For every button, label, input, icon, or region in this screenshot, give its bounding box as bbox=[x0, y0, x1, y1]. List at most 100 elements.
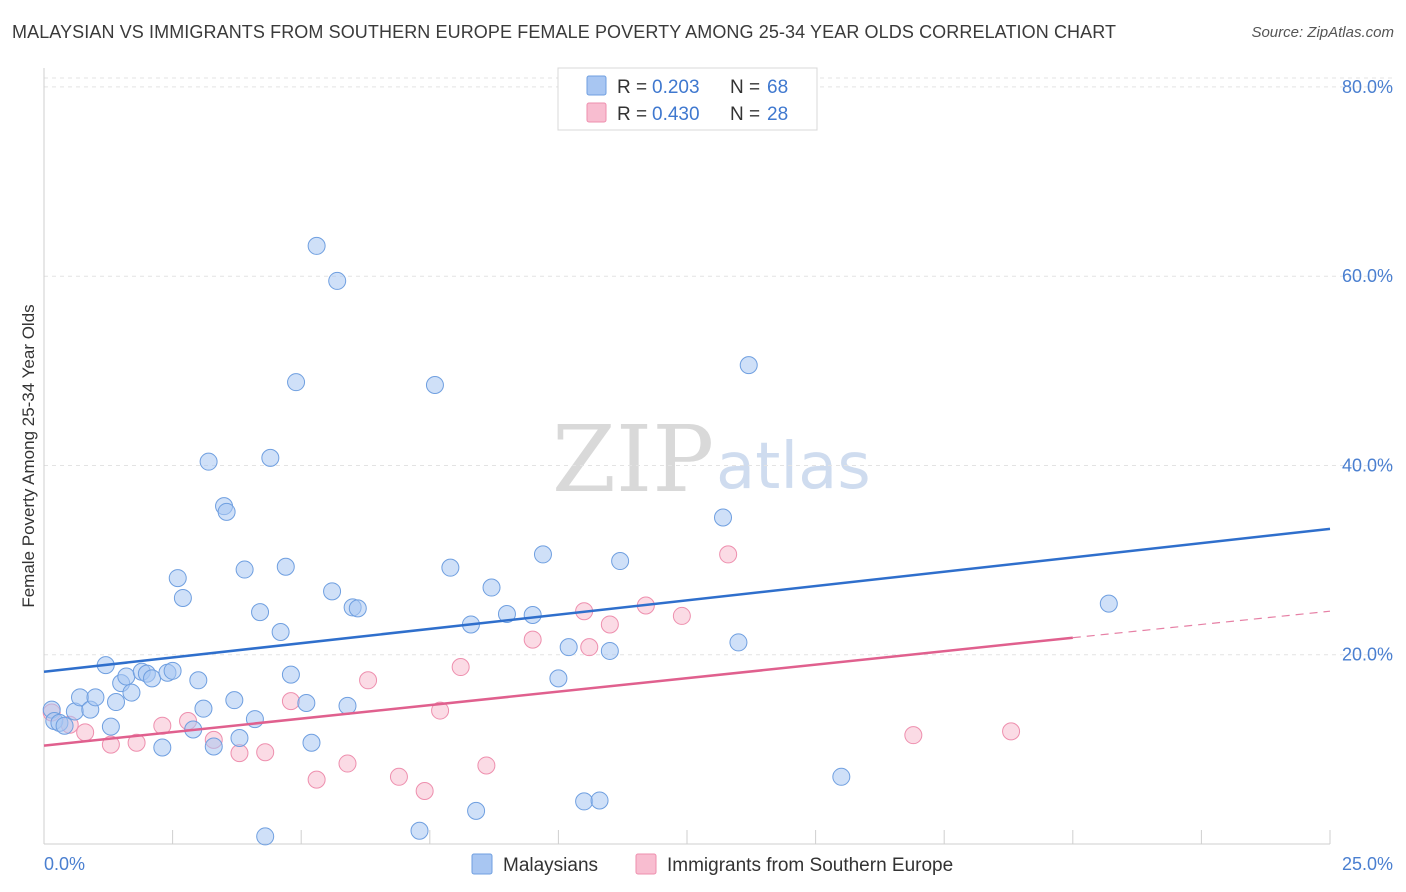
data-point-malaysians[interactable] bbox=[482, 578, 501, 597]
data-point-malaysians[interactable] bbox=[163, 661, 182, 680]
data-point-malaysians[interactable] bbox=[533, 545, 552, 564]
data-point-immigrants[interactable] bbox=[338, 754, 357, 773]
data-point-malaysians[interactable] bbox=[235, 560, 254, 579]
watermark-atlas: atlas bbox=[716, 430, 871, 504]
data-point-malaysians[interactable] bbox=[559, 638, 578, 657]
data-point-malaysians[interactable] bbox=[168, 569, 187, 588]
data-point-immigrants[interactable] bbox=[600, 615, 619, 634]
data-point-malaysians[interactable] bbox=[467, 801, 486, 820]
data-point-immigrants[interactable] bbox=[281, 692, 300, 711]
series-legend: Malaysians Immigrants from Southern Euro… bbox=[471, 853, 953, 876]
data-point-malaysians[interactable] bbox=[523, 605, 542, 624]
data-point-malaysians[interactable] bbox=[281, 665, 300, 684]
bottom-legend-label-immigrants[interactable]: Immigrants from Southern Europe bbox=[667, 855, 953, 876]
legend-n-value-2: 28 bbox=[767, 104, 788, 125]
data-point-malaysians[interactable] bbox=[497, 605, 516, 624]
data-point-malaysians[interactable] bbox=[276, 557, 295, 576]
data-point-malaysians[interactable] bbox=[441, 558, 460, 577]
data-point-malaysians[interactable] bbox=[204, 737, 223, 756]
data-point-malaysians[interactable] bbox=[348, 599, 367, 618]
data-point-immigrants[interactable] bbox=[672, 606, 691, 625]
data-point-malaysians[interactable] bbox=[729, 633, 748, 652]
legend-n-label-1: N = bbox=[730, 77, 760, 98]
data-point-malaysians[interactable] bbox=[328, 271, 347, 290]
data-point-malaysians[interactable] bbox=[611, 552, 630, 571]
data-point-malaysians[interactable] bbox=[86, 688, 105, 707]
data-point-malaysians[interactable] bbox=[549, 669, 568, 688]
data-point-malaysians[interactable] bbox=[302, 733, 321, 752]
data-point-malaysians[interactable] bbox=[143, 669, 162, 688]
y-axis-title: Female Poverty Among 25-34 Year Olds bbox=[19, 304, 38, 607]
data-point-immigrants[interactable] bbox=[1002, 722, 1021, 741]
x-tick-label-max: 25.0% bbox=[1342, 854, 1393, 874]
data-point-immigrants[interactable] bbox=[101, 735, 120, 754]
y-tick-label: 20.0% bbox=[1342, 645, 1393, 665]
data-point-malaysians[interactable] bbox=[122, 683, 141, 702]
series-malaysians-points bbox=[42, 236, 1118, 846]
data-point-immigrants[interactable] bbox=[230, 744, 249, 763]
bottom-legend-label-malaysians[interactable]: Malaysians bbox=[503, 855, 598, 876]
bottom-legend-swatch-immigrants[interactable] bbox=[635, 853, 657, 875]
data-point-malaysians[interactable] bbox=[338, 696, 357, 715]
source-label: Source: ZipAtlas.com bbox=[1251, 24, 1394, 41]
data-point-immigrants[interactable] bbox=[904, 726, 923, 745]
watermark: ZIP atlas bbox=[552, 406, 871, 513]
data-point-immigrants[interactable] bbox=[415, 782, 434, 801]
data-point-malaysians[interactable] bbox=[55, 716, 74, 735]
data-point-malaysians[interactable] bbox=[271, 623, 290, 642]
x-tick-label-min: 0.0% bbox=[44, 854, 85, 874]
data-point-malaysians[interactable] bbox=[425, 376, 444, 395]
data-point-malaysians[interactable] bbox=[225, 691, 244, 710]
data-point-malaysians[interactable] bbox=[194, 699, 213, 718]
data-point-malaysians[interactable] bbox=[107, 693, 126, 712]
data-point-malaysians[interactable] bbox=[189, 671, 208, 690]
data-point-malaysians[interactable] bbox=[590, 791, 609, 810]
data-point-malaysians[interactable] bbox=[101, 717, 120, 736]
data-point-immigrants[interactable] bbox=[580, 638, 599, 657]
bottom-legend-swatch-malaysians[interactable] bbox=[471, 853, 493, 875]
legend-r-label-1: R = bbox=[617, 77, 647, 98]
data-point-immigrants[interactable] bbox=[719, 545, 738, 564]
data-point-malaysians[interactable] bbox=[230, 729, 249, 748]
data-point-malaysians[interactable] bbox=[199, 452, 218, 471]
series-immigrants-points bbox=[42, 545, 1021, 801]
data-point-malaysians[interactable] bbox=[153, 738, 172, 757]
data-point-immigrants[interactable] bbox=[523, 630, 542, 649]
data-point-immigrants[interactable] bbox=[127, 733, 146, 752]
data-point-malaysians[interactable] bbox=[173, 588, 192, 607]
data-point-malaysians[interactable] bbox=[1099, 594, 1118, 613]
data-point-immigrants[interactable] bbox=[359, 671, 378, 690]
data-point-malaysians[interactable] bbox=[251, 603, 270, 622]
data-point-malaysians[interactable] bbox=[575, 792, 594, 811]
y-tick-label: 60.0% bbox=[1342, 266, 1393, 286]
data-point-immigrants[interactable] bbox=[76, 723, 95, 742]
data-point-malaysians[interactable] bbox=[217, 502, 236, 521]
data-point-malaysians[interactable] bbox=[832, 767, 851, 786]
data-point-malaysians[interactable] bbox=[261, 448, 280, 467]
data-point-immigrants[interactable] bbox=[307, 770, 326, 789]
data-point-immigrants[interactable] bbox=[477, 756, 496, 775]
legend-n-value-1: 68 bbox=[767, 77, 788, 98]
y-tick-label: 40.0% bbox=[1342, 455, 1393, 475]
data-point-immigrants[interactable] bbox=[451, 658, 470, 677]
legend-r-value-2: 0.430 bbox=[652, 104, 700, 125]
data-point-immigrants[interactable] bbox=[389, 767, 408, 786]
data-point-malaysians[interactable] bbox=[117, 667, 136, 686]
data-point-malaysians[interactable] bbox=[323, 582, 342, 601]
data-point-malaysians[interactable] bbox=[287, 373, 306, 392]
stats-legend: R = 0.203 N = 68 R = 0.430 N = 28 bbox=[557, 67, 818, 131]
legend-swatch-malaysians bbox=[586, 75, 607, 96]
data-point-malaysians[interactable] bbox=[256, 827, 275, 846]
data-point-malaysians[interactable] bbox=[297, 693, 316, 712]
data-point-malaysians[interactable] bbox=[410, 821, 429, 840]
data-point-malaysians[interactable] bbox=[739, 356, 758, 375]
data-point-immigrants[interactable] bbox=[256, 743, 275, 762]
trendline-immigrants bbox=[43, 636, 1073, 747]
legend-r-label-2: R = bbox=[617, 104, 647, 125]
data-point-immigrants[interactable] bbox=[431, 701, 450, 720]
data-point-malaysians[interactable] bbox=[600, 641, 619, 660]
trendlines bbox=[43, 527, 1331, 747]
data-point-malaysians[interactable] bbox=[714, 508, 733, 527]
data-point-malaysians[interactable] bbox=[307, 236, 326, 255]
